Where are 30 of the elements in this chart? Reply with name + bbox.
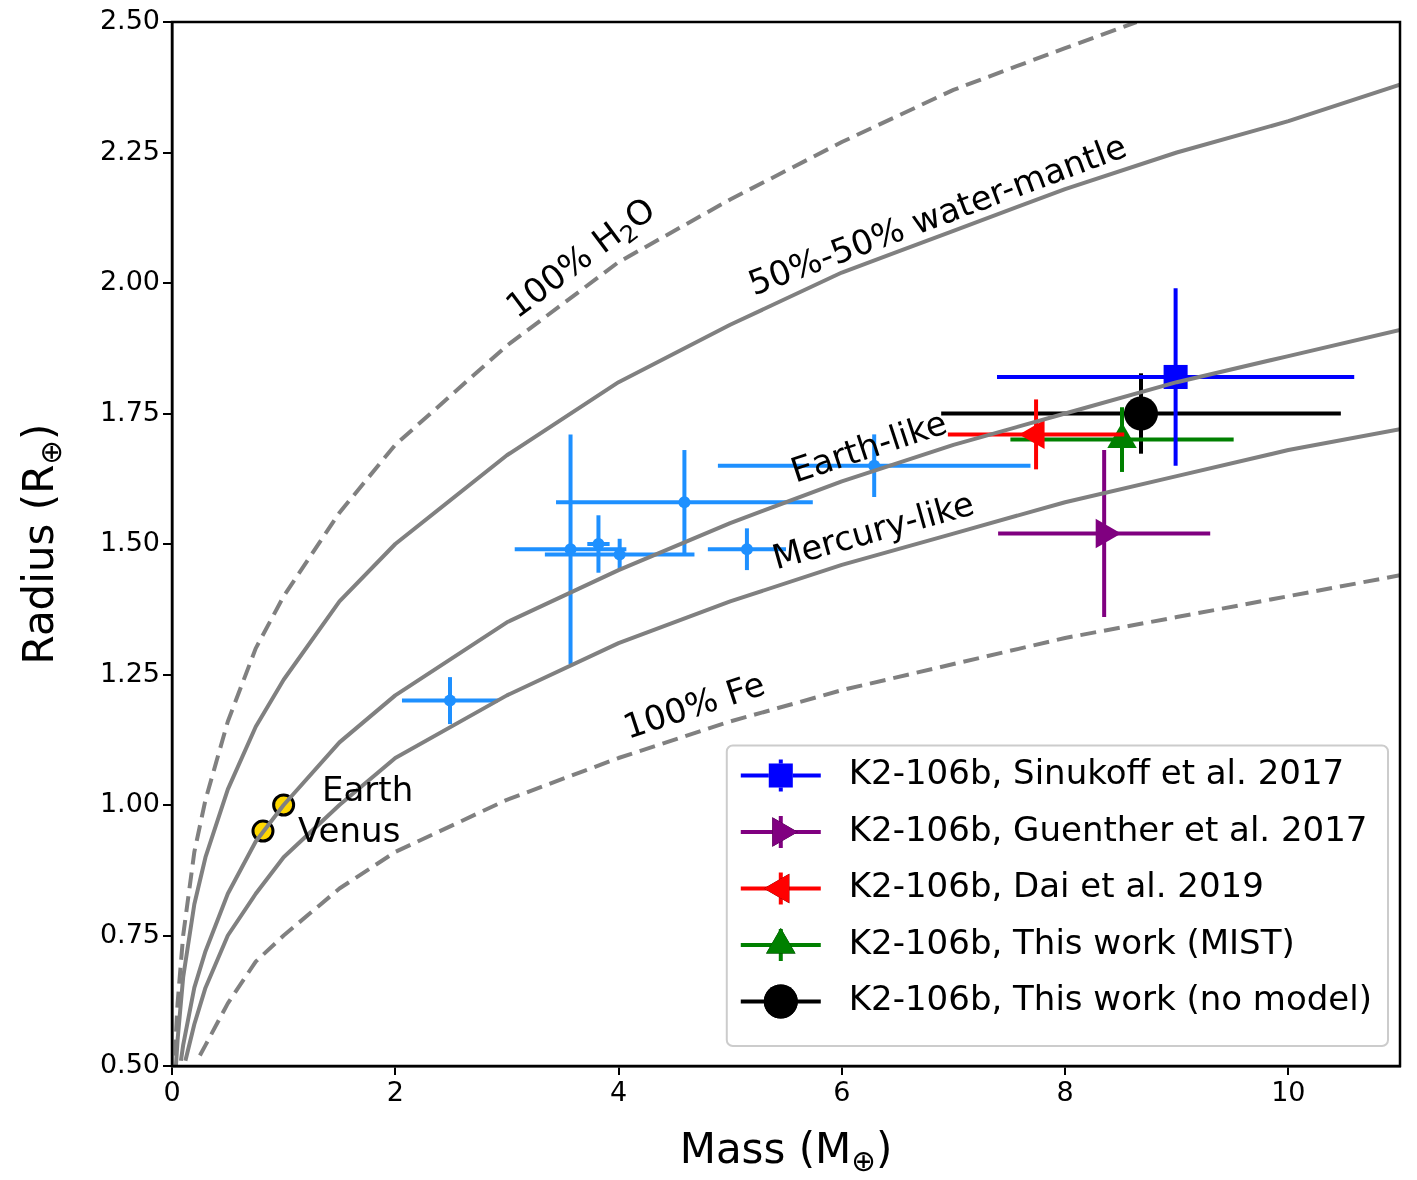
point (678, 496, 691, 509)
y-tick-label: 2.00 (99, 265, 160, 297)
y-tick-label: 0.50 (99, 1048, 160, 1080)
x-axis-title: Mass (M⊕) (679, 1123, 893, 1179)
annotation: Venus (298, 809, 401, 850)
point (443, 694, 456, 707)
x-tick-label: 6 (833, 1076, 851, 1108)
legend-label: K2-106b, Guenther et al. 2017 (848, 808, 1368, 849)
text: 100% Fe (617, 662, 770, 747)
annotation: Earth (322, 768, 414, 809)
y-tick-label: 2.50 (99, 4, 160, 36)
point (1124, 396, 1158, 431)
legend-label: K2-106b, This work (no model) (848, 978, 1372, 1019)
legend-label: K2-106b, This work (MIST) (848, 921, 1295, 962)
y-tick-label: 1.00 (99, 787, 160, 819)
line-series (197, 573, 1400, 1058)
legend-label: K2-106b, Sinukoff et al. 2017 (848, 752, 1345, 793)
y-tick-label: 1.25 (99, 656, 160, 688)
y-tick-label: 0.75 (99, 917, 160, 949)
x-tick-label: 8 (1056, 1076, 1074, 1108)
x-tick-label: 10 (1271, 1076, 1306, 1108)
legend-label: K2-106b, Dai et al. 2019 (848, 865, 1264, 906)
y-axis-title: Radius (R⊕) (13, 423, 69, 665)
y-tick-label: 1.75 (99, 395, 160, 427)
x-tick-label: 2 (386, 1076, 404, 1108)
point (740, 543, 753, 556)
y-tick-label: 2.25 (99, 134, 160, 166)
x-tick-label: 0 (163, 1076, 181, 1108)
y-tick-label: 1.50 (99, 526, 160, 558)
x-tick-label: 4 (609, 1076, 628, 1108)
